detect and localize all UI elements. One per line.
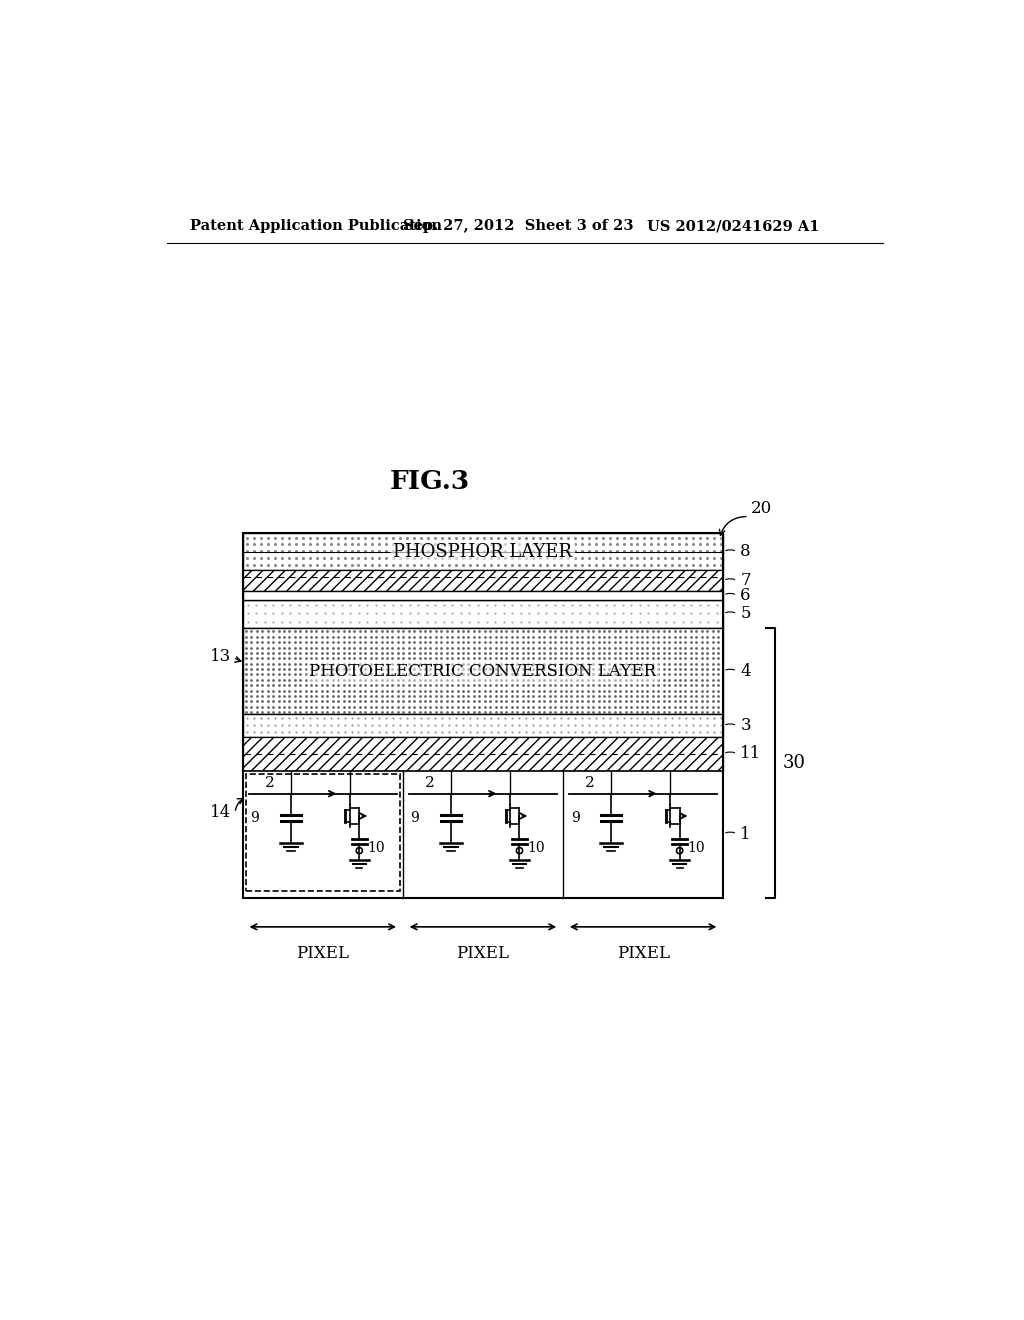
Text: PIXEL: PIXEL xyxy=(616,945,670,961)
Text: 9: 9 xyxy=(411,812,420,825)
Text: 3: 3 xyxy=(740,717,751,734)
Bar xyxy=(243,599,723,628)
Text: 11: 11 xyxy=(740,746,762,763)
Text: 20: 20 xyxy=(751,500,771,517)
Text: PIXEL: PIXEL xyxy=(457,945,510,961)
Text: 13: 13 xyxy=(210,648,231,665)
Text: 9: 9 xyxy=(570,812,580,825)
Text: 2: 2 xyxy=(586,776,595,789)
Bar xyxy=(246,774,399,891)
Bar xyxy=(243,533,723,898)
Text: Patent Application Publication: Patent Application Publication xyxy=(190,219,442,234)
Text: PIXEL: PIXEL xyxy=(296,945,349,961)
Text: Sep. 27, 2012  Sheet 3 of 23: Sep. 27, 2012 Sheet 3 of 23 xyxy=(403,219,634,234)
Bar xyxy=(243,533,723,570)
Text: 9: 9 xyxy=(251,812,259,825)
Bar xyxy=(243,738,723,771)
Text: 30: 30 xyxy=(783,754,806,772)
Bar xyxy=(243,570,723,591)
Text: 4: 4 xyxy=(740,663,751,680)
Text: PHOSPHOR LAYER: PHOSPHOR LAYER xyxy=(393,543,572,561)
Text: 7: 7 xyxy=(740,573,751,589)
Text: 1: 1 xyxy=(740,825,751,842)
Text: 2: 2 xyxy=(265,776,274,789)
Text: 10: 10 xyxy=(367,841,385,855)
Text: 10: 10 xyxy=(687,841,705,855)
Text: FIG.3: FIG.3 xyxy=(390,470,470,494)
Text: US 2012/0241629 A1: US 2012/0241629 A1 xyxy=(647,219,820,234)
Bar xyxy=(243,628,723,714)
Text: 2: 2 xyxy=(425,776,435,789)
Text: 5: 5 xyxy=(740,606,751,622)
Text: 6: 6 xyxy=(740,587,751,603)
Text: 8: 8 xyxy=(740,544,751,561)
Bar xyxy=(243,771,723,898)
Text: PHOTOELECTRIC CONVERSION LAYER: PHOTOELECTRIC CONVERSION LAYER xyxy=(309,663,656,680)
Bar xyxy=(243,714,723,738)
Text: 14: 14 xyxy=(210,804,231,821)
Text: 10: 10 xyxy=(527,841,545,855)
Bar xyxy=(243,591,723,599)
